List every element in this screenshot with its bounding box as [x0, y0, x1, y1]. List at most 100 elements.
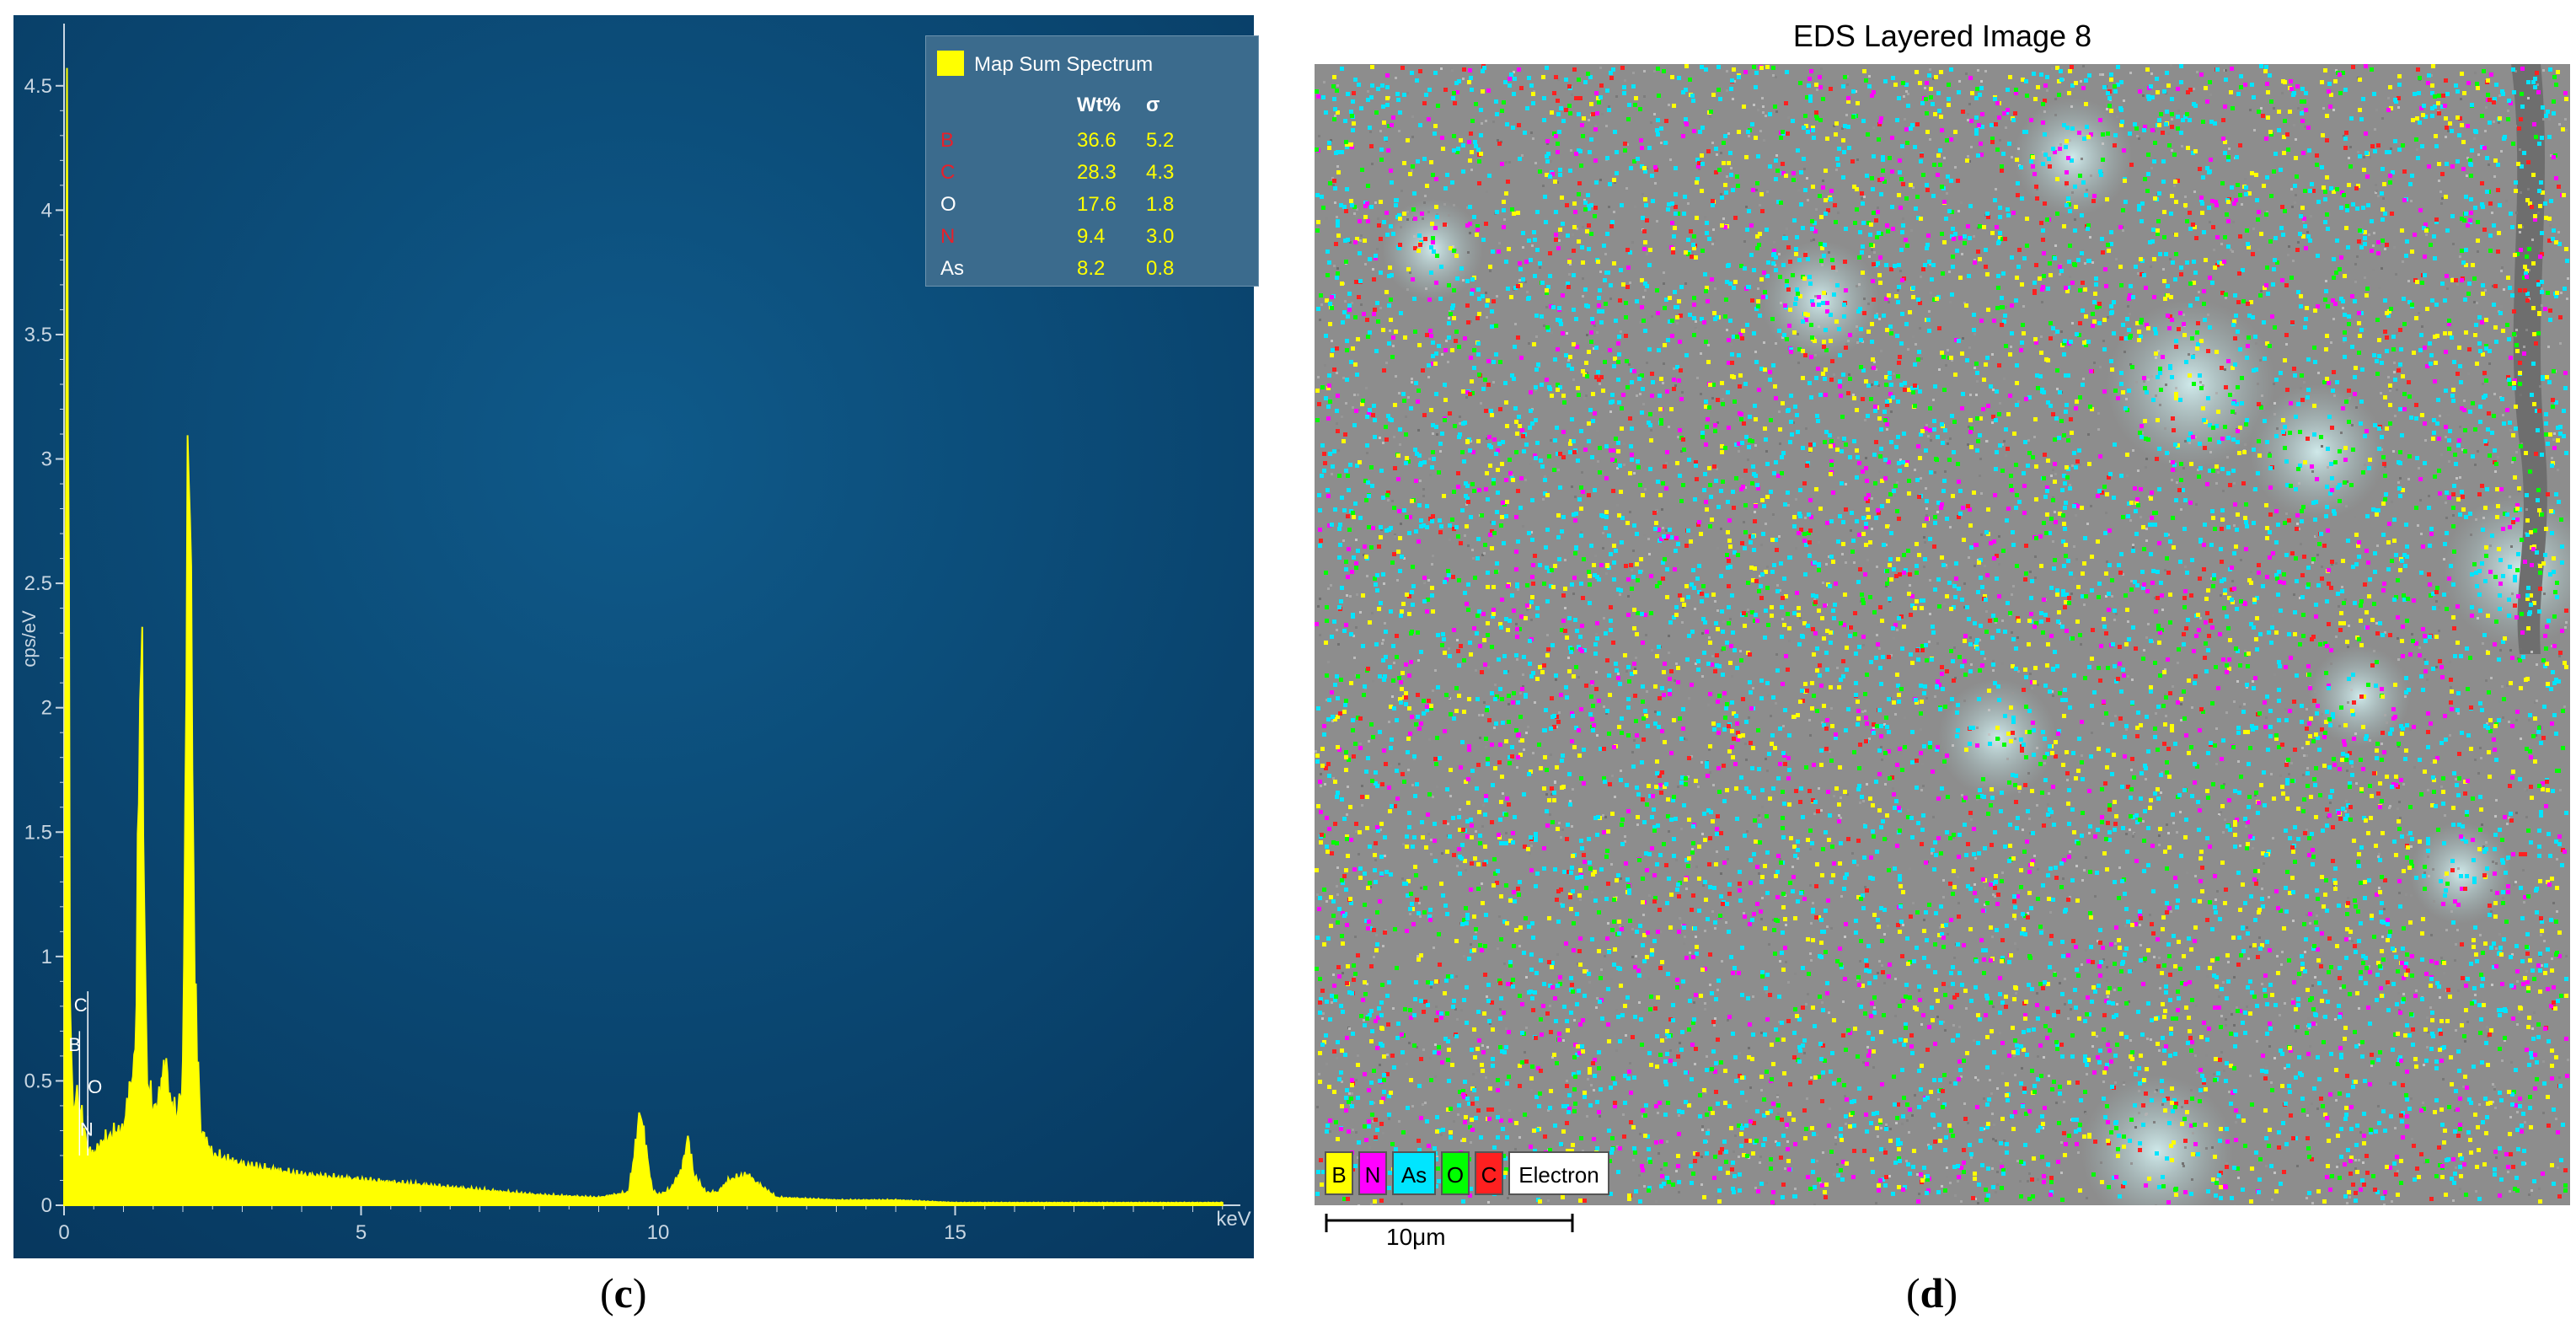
sem-grain — [2099, 366, 2102, 368]
eds-element-dot — [2529, 755, 2533, 759]
eds-element-dot — [2200, 889, 2204, 893]
sem-grain — [1550, 753, 1552, 756]
eds-element-dot — [1486, 585, 1490, 589]
sem-grain — [1902, 924, 1904, 926]
eds-element-dot — [2031, 831, 2035, 835]
eds-element-dot — [2063, 481, 2067, 485]
sem-grain — [2390, 147, 2392, 150]
eds-element-dot — [2015, 403, 2019, 407]
eds-element-dot — [2140, 272, 2144, 276]
sem-grain — [1707, 344, 1710, 346]
eds-element-dot — [1628, 250, 1632, 255]
sem-grain — [2464, 1040, 2466, 1043]
sem-grain — [1485, 292, 1487, 294]
eds-element-dot — [2533, 85, 2537, 89]
eds-element-dot — [1504, 617, 1508, 621]
eds-element-dot — [1363, 903, 1367, 907]
sem-grain — [2017, 891, 2020, 893]
sem-grain — [1449, 795, 1452, 797]
eds-element-dot — [2249, 581, 2253, 585]
sem-grain — [2409, 728, 2412, 731]
sem-grain — [2466, 157, 2469, 159]
sem-grain — [1564, 1097, 1566, 1100]
eds-element-dot — [2218, 632, 2222, 636]
eds-element-dot — [1925, 188, 1930, 192]
eds-element-dot — [2464, 195, 2468, 199]
sem-grain — [2003, 378, 2006, 380]
sem-grain — [2049, 911, 2052, 914]
eds-element-dot — [1479, 133, 1483, 137]
sem-grain — [2444, 814, 2446, 817]
sem-grain — [1759, 130, 1762, 132]
sem-grain — [1599, 1115, 1601, 1118]
sem-grain — [2198, 291, 2200, 293]
eds-element-dot — [2441, 790, 2445, 794]
sem-grain — [1856, 979, 1859, 981]
sem-grain — [1925, 424, 1928, 426]
eds-element-dot — [1868, 1096, 1872, 1100]
sem-grain — [2459, 476, 2461, 479]
sem-grain — [2298, 827, 2300, 829]
sem-grain — [1980, 492, 1983, 495]
eds-element-dot — [1877, 122, 1882, 126]
sem-grain — [1478, 714, 1481, 716]
sem-grain — [1954, 166, 1957, 169]
eds-element-dot — [1798, 514, 1802, 518]
eds-element-dot — [2202, 302, 2206, 306]
eds-element-dot — [1852, 750, 1856, 754]
sem-grain — [2182, 467, 2185, 469]
eds-element-dot — [1484, 860, 1488, 864]
sem-grain — [1427, 833, 1430, 835]
eds-element-dot — [2051, 498, 2055, 502]
sem-grain — [2446, 287, 2449, 290]
eds-element-dot — [1719, 831, 1723, 835]
eds-element-dot — [2070, 83, 2075, 88]
sem-grain — [2216, 1178, 2219, 1181]
eds-element-dot — [1711, 721, 1716, 726]
eds-element-dot — [1376, 829, 1380, 833]
eds-element-dot — [1319, 810, 1323, 814]
sem-grain — [2193, 190, 2196, 193]
eds-element-dot — [2175, 905, 2179, 909]
sem-grain — [1787, 504, 1790, 507]
sem-grain — [1906, 1119, 1909, 1122]
eds-element-dot — [1933, 515, 1937, 519]
sem-grain — [2273, 107, 2275, 110]
eds-element-dot — [1411, 565, 1415, 569]
sem-grain — [2523, 346, 2525, 348]
sem-grain — [2209, 94, 2212, 96]
eds-element-dot — [1837, 685, 1841, 689]
eds-element-dot — [2506, 890, 2510, 894]
sem-grain — [1872, 126, 1875, 129]
sem-grain — [1423, 201, 1426, 204]
eds-element-dot — [1435, 1115, 1439, 1119]
sem-grain — [2515, 212, 2518, 214]
eds-element-dot — [1483, 543, 1487, 547]
eds-element-dot — [1759, 277, 1764, 282]
eds-element-dot — [1505, 1081, 1509, 1086]
eds-element-dot — [2381, 957, 2386, 962]
sem-grain — [1379, 307, 1382, 309]
eds-element-dot — [1398, 697, 1402, 701]
legend-swatch — [937, 51, 964, 76]
eds-element-dot — [1665, 595, 1669, 599]
eds-element-dot — [1677, 1180, 1681, 1184]
eds-element-dot — [1936, 91, 1941, 95]
eds-element-dot — [1511, 831, 1515, 835]
sem-grain — [1352, 1129, 1354, 1131]
sem-grain — [1974, 1076, 1977, 1079]
eds-element-dot — [2445, 1019, 2450, 1023]
sem-grain — [1424, 195, 1427, 197]
sem-grain — [2463, 400, 2466, 402]
sem-grain — [1665, 529, 1668, 532]
sem-grain — [1743, 521, 1745, 523]
eds-element-dot — [1342, 817, 1347, 821]
sem-grain — [1319, 598, 1321, 600]
sem-grain — [2482, 383, 2484, 385]
sem-grain — [1797, 362, 1800, 364]
sem-grain — [1725, 921, 1727, 924]
sem-grain — [1912, 335, 1915, 338]
eds-element-dot — [1452, 853, 1456, 857]
sem-grain — [2167, 534, 2170, 536]
sem-grain — [1411, 136, 1414, 138]
